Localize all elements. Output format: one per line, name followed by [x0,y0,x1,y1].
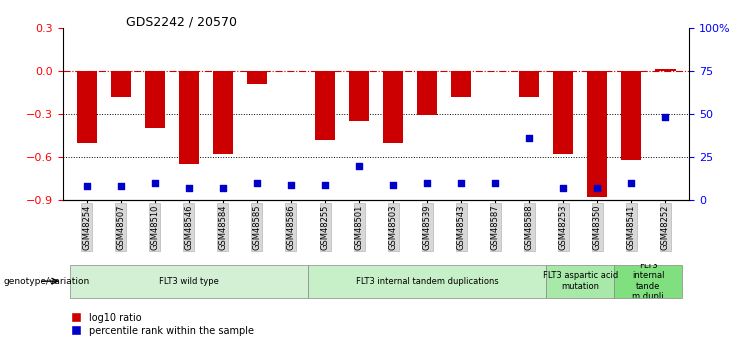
FancyBboxPatch shape [308,265,546,298]
Bar [621,71,642,160]
Point [183,185,195,191]
Point [659,115,671,120]
Text: genotype/variation: genotype/variation [4,277,90,286]
Point [115,184,127,189]
Legend: log10 ratio, percentile rank within the sample: log10 ratio, percentile rank within the … [72,313,254,336]
Bar [451,71,471,97]
Bar [417,71,437,115]
Point [251,180,263,186]
Point [489,180,501,186]
Bar [179,71,199,164]
Point [625,180,637,186]
Point [149,180,161,186]
Point [557,185,569,191]
Bar [383,71,403,142]
Bar [519,71,539,97]
Point [387,182,399,187]
Bar [655,69,676,71]
Point [455,180,467,186]
Bar [144,71,165,128]
FancyBboxPatch shape [546,265,614,298]
Text: FLT3 internal tandem duplications: FLT3 internal tandem duplications [356,277,499,286]
FancyBboxPatch shape [70,265,308,298]
Text: FLT3 wild type: FLT3 wild type [159,277,219,286]
Point [353,163,365,168]
Bar [587,71,608,197]
Bar [247,71,268,84]
FancyBboxPatch shape [614,265,682,298]
Bar [213,71,233,154]
Bar [553,71,574,154]
Point [81,184,93,189]
Bar [76,71,97,142]
Point [523,135,535,141]
Point [285,182,297,187]
Point [421,180,433,186]
Text: FLT3
internal
tande
m dupli: FLT3 internal tande m dupli [632,261,665,301]
Bar [315,71,335,140]
Point [591,185,603,191]
Bar [110,71,131,97]
Bar [349,71,369,121]
Text: GDS2242 / 20570: GDS2242 / 20570 [126,16,237,29]
Point [319,182,331,187]
Point [217,185,229,191]
Text: FLT3 aspartic acid
mutation: FLT3 aspartic acid mutation [542,272,618,291]
